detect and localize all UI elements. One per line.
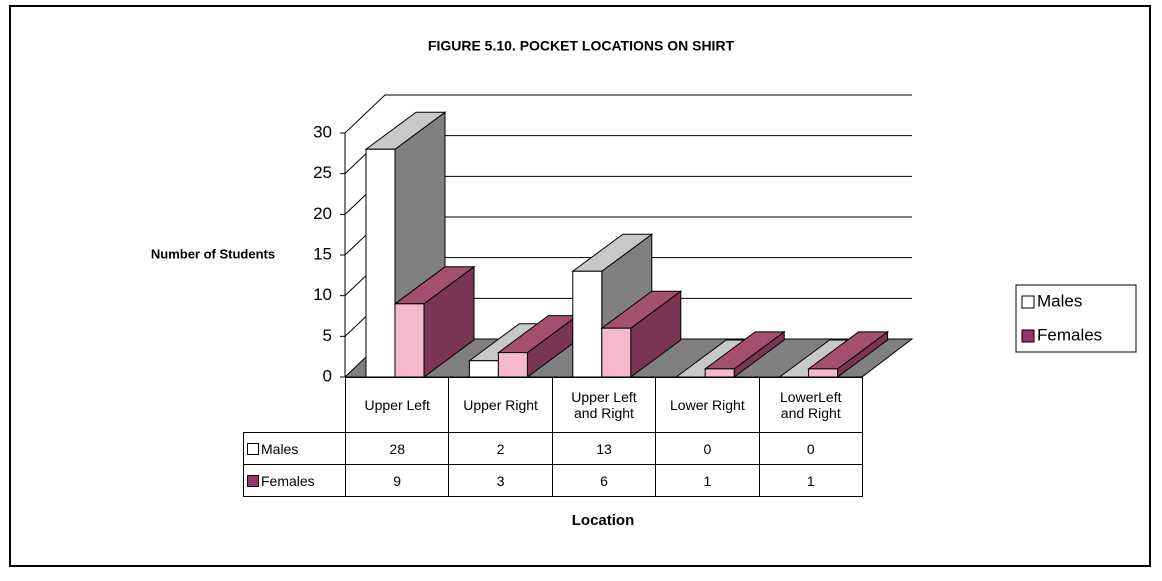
chart-title: FIGURE 5.10. POCKET LOCATIONS ON SHIRT bbox=[428, 38, 735, 54]
bar bbox=[808, 368, 839, 378]
legend-swatch bbox=[1021, 295, 1035, 309]
bar bbox=[704, 368, 735, 378]
table-key: Females bbox=[243, 464, 346, 497]
table-key: Males bbox=[243, 432, 346, 465]
table-swatch bbox=[247, 474, 259, 487]
bar bbox=[394, 303, 425, 378]
table-value: 0 bbox=[758, 432, 863, 465]
category-label: LowerLeft and Right bbox=[758, 377, 863, 433]
data-table: Upper Left Upper Right Upper Left and Righ… bbox=[243, 377, 863, 497]
category-label: Upper Right bbox=[448, 377, 553, 433]
table-value: 6 bbox=[551, 464, 657, 497]
y-tick-label: 0 bbox=[323, 366, 332, 385]
table-value: 2 bbox=[448, 432, 553, 465]
table-value: 9 bbox=[344, 464, 450, 497]
grid-line bbox=[344, 94, 386, 134]
table-value: 1 bbox=[758, 464, 863, 497]
table-value: 3 bbox=[448, 464, 553, 497]
table-swatch bbox=[247, 442, 259, 455]
table-value: 0 bbox=[655, 432, 760, 465]
bar bbox=[601, 327, 632, 378]
table-row: Upper Left Upper Right Upper Left and Righ… bbox=[244, 377, 863, 433]
category-label: Lower Right bbox=[655, 377, 760, 433]
y-tick-label: 20 bbox=[313, 204, 332, 223]
category-label: Upper Left and Right bbox=[551, 377, 657, 433]
bar bbox=[497, 352, 528, 378]
table-corner bbox=[244, 378, 346, 433]
bar bbox=[365, 148, 396, 378]
table-row: Females 9 3 6 1 1 bbox=[243, 464, 863, 497]
bar bbox=[572, 270, 603, 378]
bar bbox=[468, 360, 499, 378]
table-value: 1 bbox=[655, 464, 760, 497]
y-tick-label: 30 bbox=[313, 122, 332, 141]
legend-box bbox=[1015, 284, 1137, 353]
y-tick-label: 5 bbox=[323, 326, 332, 345]
legend-swatch bbox=[1021, 329, 1035, 343]
table-value: 28 bbox=[344, 432, 450, 465]
y-tick-label: 25 bbox=[313, 163, 332, 182]
y-tick-label: 15 bbox=[313, 244, 332, 263]
table-series-name: Females bbox=[261, 472, 315, 489]
y-tick-label: 10 bbox=[313, 285, 332, 304]
category-label: Upper Left bbox=[344, 377, 450, 433]
y-axis-label: Number of Students bbox=[151, 246, 275, 261]
table-value: 13 bbox=[551, 432, 657, 465]
legend-label: Females bbox=[1037, 325, 1102, 344]
legend-label: Males bbox=[1037, 291, 1082, 310]
table-series-name: Males bbox=[261, 440, 299, 457]
chart-frame bbox=[9, 5, 1151, 567]
x-axis-label: Location bbox=[572, 512, 635, 529]
table-row: Males 28 2 13 0 0 bbox=[243, 432, 863, 465]
